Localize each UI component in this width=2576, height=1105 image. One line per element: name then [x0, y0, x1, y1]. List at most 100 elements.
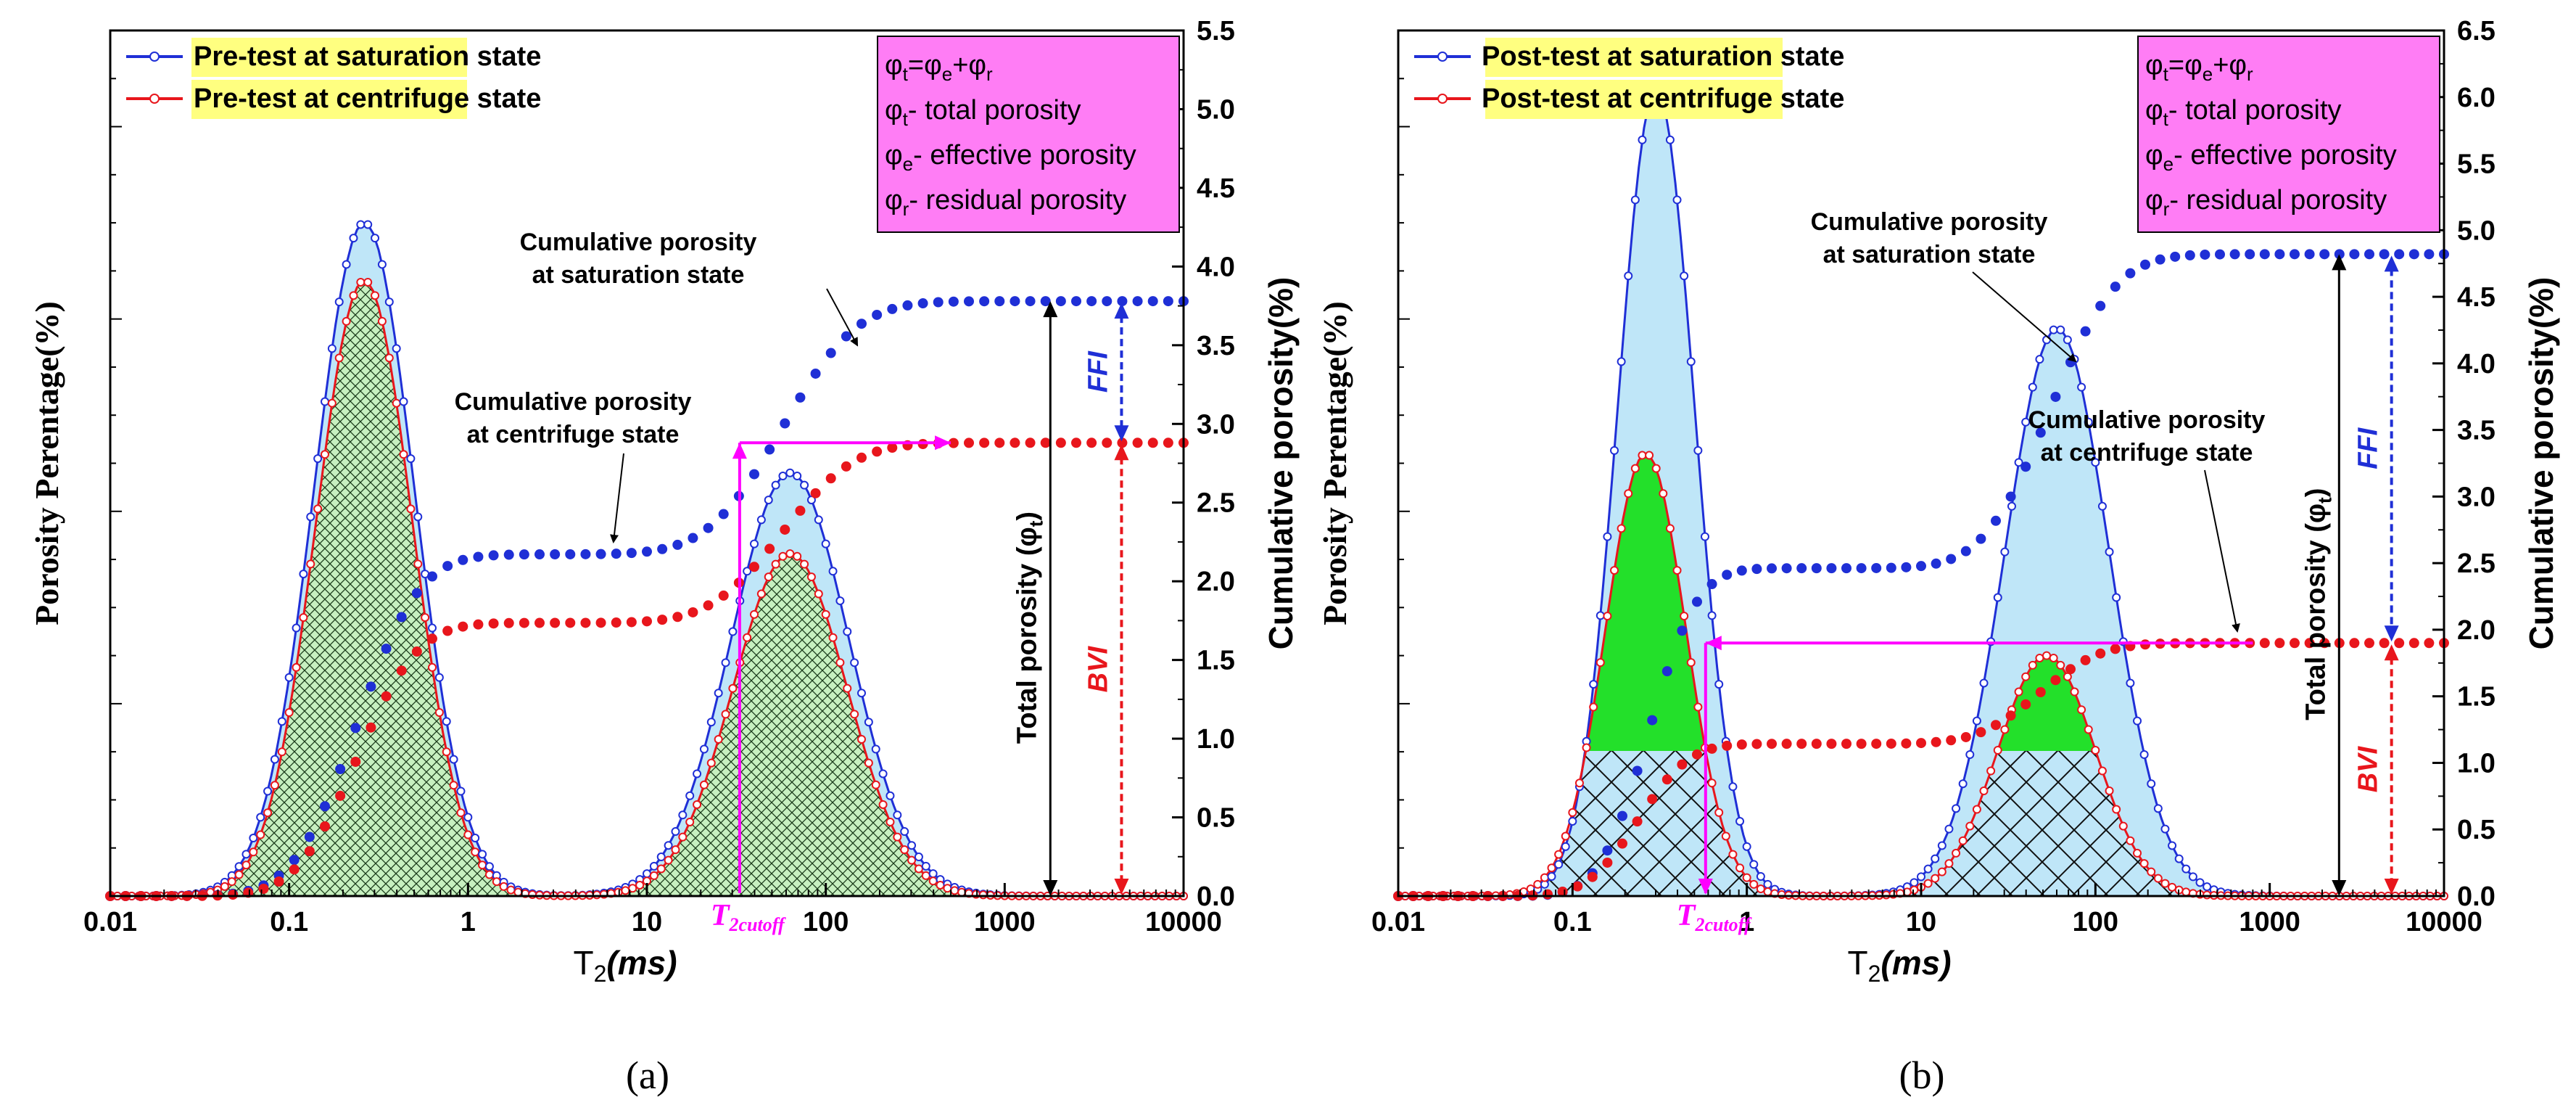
- centrifuge-point: [1714, 808, 1724, 817]
- cumulative-saturation-point: [1976, 533, 1986, 544]
- cumulative-saturation-point: [1931, 558, 1941, 569]
- centrifuge-point: [2097, 766, 2107, 776]
- saturation-point: [793, 472, 802, 481]
- saturation-point: [2035, 355, 2044, 364]
- centrifuge-point: [2000, 725, 2010, 734]
- centrifuge-point: [921, 871, 930, 880]
- cumulative-centrifuge-point: [1841, 739, 1852, 749]
- centrifuge-point: [334, 353, 344, 363]
- saturation-point: [2133, 716, 2142, 726]
- cumulative-centrifuge-point: [1886, 738, 1896, 749]
- saturation-point: [1638, 135, 1647, 144]
- saturation-point: [656, 853, 666, 862]
- centrifuge-point: [699, 780, 709, 789]
- saturation-point: [1714, 680, 1724, 689]
- right-tick-label: 4.0: [2457, 349, 2496, 379]
- centrifuge-point: [2133, 848, 2142, 858]
- saturation-point: [263, 786, 273, 796]
- centrifuge-point: [377, 316, 387, 326]
- cumulative-saturation-point: [396, 612, 407, 623]
- cumulative-centrifuge-point: [1826, 739, 1837, 749]
- cumulative-centrifuge-point: [979, 438, 990, 448]
- saturation-point: [2105, 547, 2114, 556]
- cumulative-saturation-point: [1163, 296, 1173, 307]
- right-tick-label: 5.0: [2457, 215, 2496, 246]
- centrifuge-point: [321, 450, 329, 459]
- saturation-point: [2028, 382, 2037, 392]
- cumulative-saturation-point: [841, 331, 851, 342]
- cumulative-centrifuge-point: [1132, 438, 1143, 448]
- saturation-point: [649, 861, 659, 871]
- residual-hatch: [1398, 751, 2444, 896]
- cumulative-centrifuge-point: [228, 890, 239, 900]
- saturation-point: [764, 496, 773, 505]
- cumulative-saturation-point: [642, 546, 652, 557]
- saturation-point: [292, 623, 301, 633]
- cumulative-centrifuge-point: [1722, 740, 1733, 751]
- right-tick-label: 1.5: [2457, 682, 2496, 712]
- cumulative-centrifuge-point: [366, 722, 376, 733]
- right-tick-label: 1.0: [2457, 748, 2496, 779]
- cumulative-centrifuge-point: [595, 617, 606, 628]
- saturation-point: [456, 786, 466, 796]
- saturation-point: [907, 841, 917, 850]
- centrifuge-point: [484, 870, 494, 879]
- centrifuge-point: [1610, 566, 1619, 575]
- centrifuge-point: [1603, 612, 1612, 621]
- centrifuge-point: [943, 884, 952, 893]
- centrifuge-point: [2077, 705, 2086, 715]
- cum-sat-pointer: [1972, 271, 2077, 363]
- saturation-point: [886, 791, 895, 800]
- cumulative-centrifuge-point: [2005, 710, 2016, 721]
- cumulative-saturation-point: [473, 551, 484, 562]
- formula-line: φt=φe+φr: [885, 50, 993, 85]
- saturation-point: [2097, 501, 2107, 511]
- cumulative-centrifuge-point: [2110, 644, 2121, 654]
- centrifuge-point: [1693, 702, 1703, 712]
- cumulative-centrifuge-point: [887, 443, 898, 453]
- centrifuge-point: [914, 864, 923, 874]
- centrifuge-point: [828, 633, 838, 642]
- cumulative-saturation-point: [580, 549, 591, 559]
- cumulative-saturation-point: [1677, 625, 1688, 636]
- cumulative-saturation-point: [2245, 249, 2255, 260]
- left-axis: [1398, 30, 1410, 897]
- saturation-point: [2056, 325, 2065, 334]
- legend-label: Pre-test at saturation state: [194, 41, 541, 72]
- saturation-point: [234, 862, 244, 871]
- saturation-point: [928, 869, 938, 879]
- cumulative-saturation-point: [1132, 296, 1143, 307]
- centrifuge-point: [1547, 863, 1556, 873]
- centrifuge-point: [1707, 779, 1717, 788]
- cumulative-centrifuge-point: [2259, 638, 2270, 649]
- cumulative-saturation-point: [1617, 810, 1627, 821]
- saturation-point: [2188, 872, 2197, 882]
- centrifuge-point: [1923, 879, 1933, 888]
- cumulative-centrifuge-point: [749, 562, 759, 572]
- arrow-head: [1114, 444, 1129, 461]
- centrifuge-point: [1659, 489, 1668, 498]
- saturation-point: [1617, 357, 1626, 366]
- centrifuge-point: [1756, 884, 1765, 894]
- formula-box: φt=φe+φr φt- total porosity φe- effective …: [2137, 36, 2440, 233]
- saturation-point: [478, 850, 487, 859]
- saturation-point: [878, 769, 888, 779]
- centrifuge-point: [1540, 873, 1549, 882]
- saturation-point: [1917, 872, 1925, 882]
- cumulative-saturation-point: [488, 550, 499, 561]
- centrifuge-point: [1979, 786, 1989, 795]
- cumulative-saturation-point: [550, 549, 561, 560]
- saturation-point: [750, 539, 759, 549]
- centrifuge-point: [614, 887, 623, 897]
- saturation-point: [1944, 824, 1954, 834]
- right-tick-label: 6.5: [2457, 16, 2496, 46]
- cum-cen-pointer: [610, 453, 624, 543]
- saturation-point: [2174, 854, 2184, 863]
- cumulative-centrifuge-point: [1677, 759, 1688, 770]
- saturation-point: [714, 689, 723, 698]
- centrifuge-point: [2139, 859, 2149, 868]
- saturation-point: [1937, 841, 1947, 850]
- saturation-point: [1630, 195, 1640, 205]
- x-tick-label: 10: [1906, 907, 1936, 937]
- saturation-point: [284, 673, 294, 682]
